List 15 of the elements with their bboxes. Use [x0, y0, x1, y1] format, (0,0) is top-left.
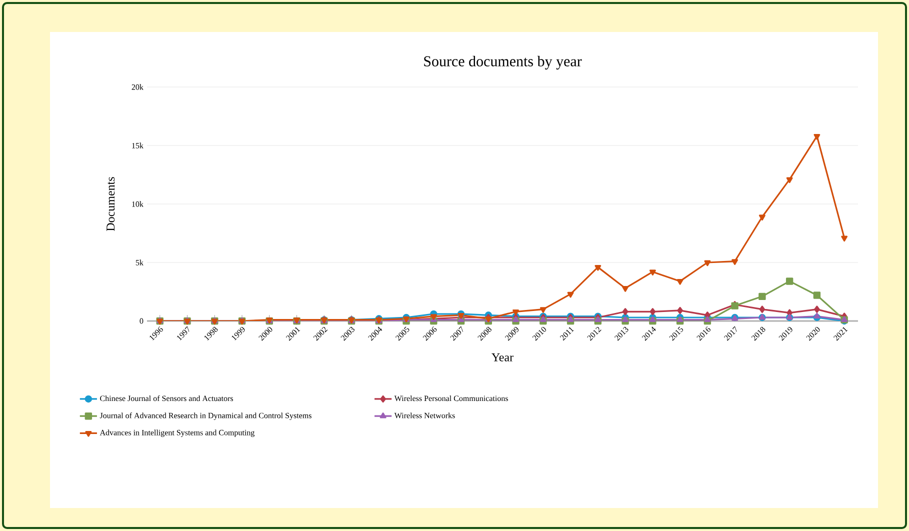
- legend-label: Journal of Advanced Research in Dynamical and Control Systems: [100, 412, 312, 420]
- chart-title: Source documents by year: [424, 56, 582, 70]
- y-tick-label: 0: [140, 318, 144, 324]
- legend-label: Advances in Intelligent Systems and Computing: [100, 430, 254, 437]
- y-axis-title: Documents: [106, 177, 115, 231]
- y-tick-label: 5k: [136, 260, 144, 266]
- y-tick-label: 20k: [132, 84, 144, 90]
- x-tick-label: 2011: [560, 327, 574, 341]
- x-tick-label: 1999: [232, 326, 245, 341]
- y-tick-label: 15k: [132, 142, 144, 148]
- x-axis-title: Year: [492, 353, 514, 362]
- legend-label: Chinese Journal of Sensors and Actuators: [100, 395, 234, 402]
- y-tick-label: 10k: [132, 201, 144, 207]
- legend-label: Wireless Networks: [394, 412, 455, 418]
- legend-label: Wireless Personal Communications: [394, 395, 508, 402]
